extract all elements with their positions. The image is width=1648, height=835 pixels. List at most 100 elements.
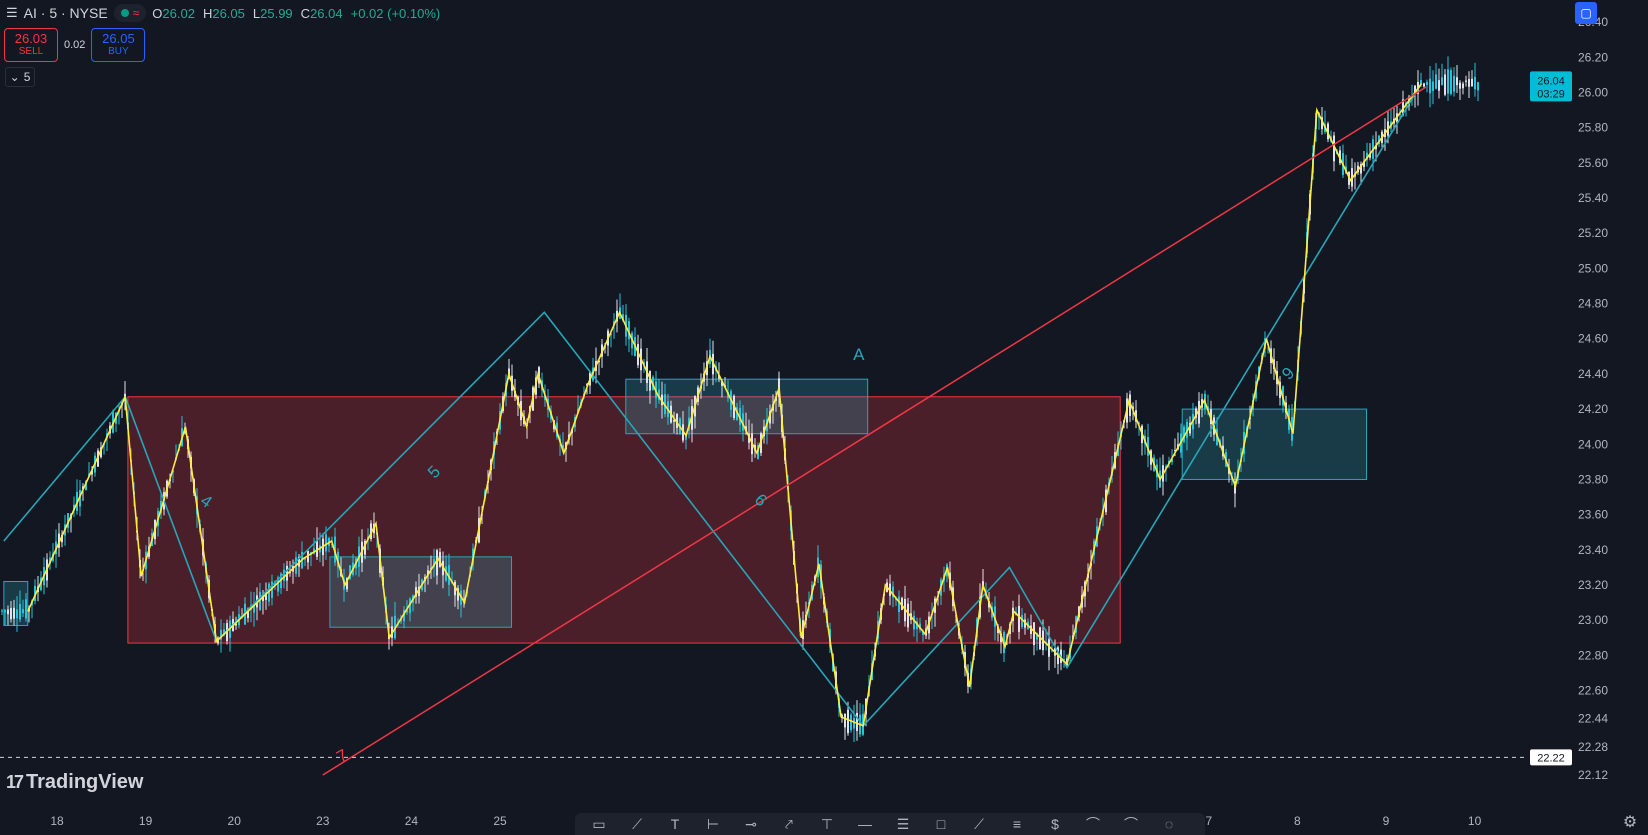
trend-line-icon[interactable]: ⟋ — [632, 815, 642, 832]
ohlc-key: L — [252, 5, 261, 21]
candle-body — [1423, 83, 1425, 87]
candle-body — [1183, 427, 1185, 442]
price-line-icon[interactable]: ⊸ — [745, 815, 757, 832]
candle-body — [847, 709, 849, 734]
candle-body — [622, 314, 624, 321]
candle-body — [427, 570, 429, 576]
candle-body — [1189, 422, 1191, 434]
candle-body — [235, 623, 237, 626]
candle-body — [1462, 83, 1464, 89]
candle-body — [850, 714, 852, 731]
candle-body — [1036, 633, 1038, 640]
trendline-red — [322, 86, 1427, 776]
ohlc-value: 26.04 — [310, 5, 343, 21]
x-tick-label: 10 — [1468, 814, 1482, 828]
candle-body — [289, 572, 291, 574]
auto-scale-button[interactable]: ▢ — [1575, 2, 1597, 24]
wave-icon: ≈ — [132, 6, 140, 20]
interval-toggle[interactable]: ⌄ 5 — [5, 67, 35, 87]
y-tick-label: 25.60 — [1578, 156, 1608, 170]
pattern-icon[interactable]: ≡ — [1012, 816, 1022, 832]
candle-body — [1432, 81, 1434, 91]
candle-body — [1366, 152, 1368, 160]
last-price-value: 26.04 — [1537, 75, 1565, 87]
candle-body — [676, 413, 678, 428]
candle-body — [685, 434, 687, 440]
candle-body — [1321, 117, 1323, 130]
anchored-text-icon[interactable]: ⊤ — [820, 815, 834, 832]
y-tick-label: 25.80 — [1578, 121, 1608, 135]
candle-body — [433, 558, 435, 568]
candle-body — [1333, 135, 1335, 162]
spread-value: 0.02 — [64, 39, 86, 51]
candle-body — [415, 587, 417, 597]
y-tick-label: 23.20 — [1578, 578, 1608, 592]
sell-button[interactable]: 26.03 SELL — [4, 28, 58, 62]
symbol-title[interactable]: AI · 5 · NYSE — [23, 5, 108, 21]
curve-icon[interactable]: ⌒ — [1086, 816, 1100, 832]
logo-text: TradingView — [26, 771, 144, 793]
candle-body — [448, 565, 450, 585]
fib-icon[interactable]: ☰ — [896, 815, 910, 832]
brush-icon[interactable]: ⟋ — [974, 815, 984, 832]
symbol-header[interactable]: ☰ AI · 5 · NYSE ≈ O26.02 H26.05 L25.99 C26.… — [6, 3, 440, 23]
candle-body — [922, 631, 924, 636]
candle-body — [112, 410, 114, 433]
date-range-icon[interactable]: ⊢ — [706, 815, 720, 832]
candle-body — [1426, 82, 1428, 85]
price-label-icon[interactable]: $ — [1051, 816, 1059, 832]
candle-body — [1414, 85, 1416, 95]
candle-body — [913, 615, 915, 630]
candle-body — [220, 629, 222, 640]
y-tick-label: 24.80 — [1578, 297, 1608, 311]
ohlc-item: C26.04 — [301, 6, 343, 21]
y-tick-label: 24.40 — [1578, 367, 1608, 381]
candle-body — [13, 607, 15, 619]
x-tick-label: 8 — [1294, 814, 1301, 828]
ohlc-item: O26.02 — [152, 6, 195, 21]
box-icon[interactable]: □ — [936, 816, 946, 832]
candle-body — [898, 596, 900, 613]
ohlc-key: C — [300, 5, 311, 21]
candle-body — [907, 603, 909, 628]
candle-body — [61, 534, 63, 543]
candle-body — [304, 557, 306, 560]
range-box-teal — [329, 556, 513, 628]
settings-icon[interactable]: ⚙ — [1622, 814, 1638, 831]
horizontal-ray-icon[interactable]: — — [858, 816, 872, 832]
candle-body — [1174, 450, 1176, 452]
path-icon[interactable]: ⤤ — [785, 815, 793, 832]
buy-button[interactable]: 26.05 BUY — [91, 28, 146, 62]
interval-value: 5 — [23, 70, 31, 84]
candle-body — [1, 610, 3, 612]
candle-body — [283, 569, 285, 581]
candle-body — [1420, 80, 1422, 85]
text-icon[interactable]: T — [670, 816, 680, 832]
range-box-red — [127, 396, 1121, 644]
candle-body — [1378, 135, 1380, 145]
ohlc-item: +0.02 (+0.10%) — [351, 6, 441, 21]
candle-body — [10, 608, 12, 620]
candle-body — [457, 588, 459, 601]
candle-body — [1051, 650, 1053, 652]
candle-body — [598, 360, 600, 363]
candle-body — [1435, 74, 1437, 89]
ohlc-value: +0.02 (+0.10%) — [350, 5, 441, 21]
circle-icon[interactable]: ◌ — [1164, 816, 1174, 832]
candle-body — [853, 717, 855, 729]
y-tick-label: 23.60 — [1578, 508, 1608, 522]
rectangle-icon[interactable]: ▭ — [592, 815, 606, 832]
candle-body — [439, 551, 441, 567]
candle-body — [346, 577, 348, 590]
candle-body — [1021, 615, 1023, 627]
candle-body — [454, 581, 456, 596]
candle-body — [265, 592, 267, 600]
candle-body — [628, 321, 630, 340]
candle-body — [403, 609, 405, 622]
x-tick-label: 9 — [1383, 814, 1390, 828]
x-tick-label: 24 — [405, 814, 419, 828]
candle-body — [253, 603, 255, 613]
arc-icon[interactable]: ⌒ — [1124, 816, 1138, 832]
menu-icon[interactable]: ☰ — [6, 5, 18, 20]
